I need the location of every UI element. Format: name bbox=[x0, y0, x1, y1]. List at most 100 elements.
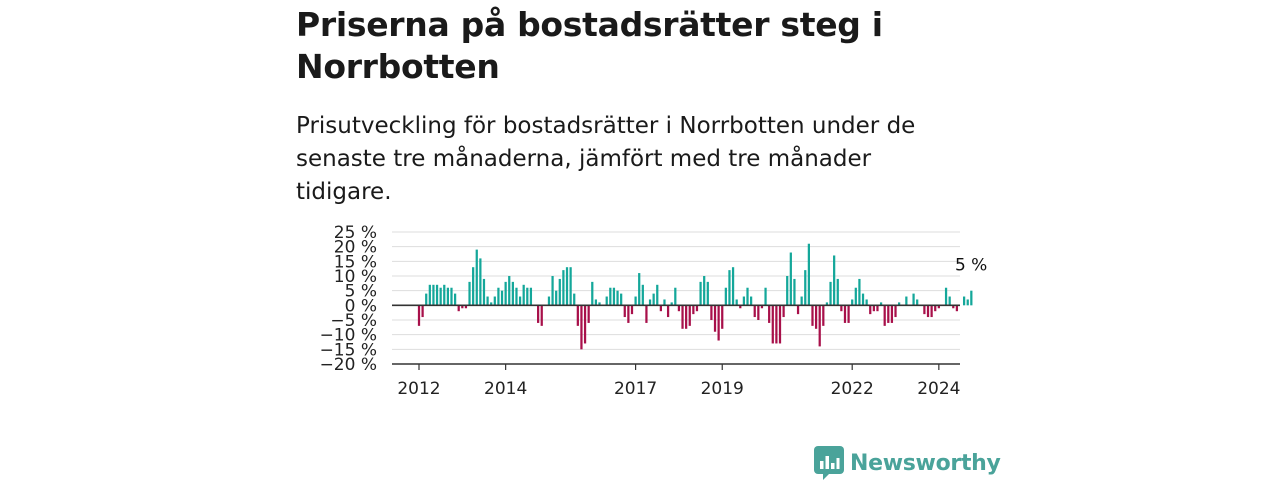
bar bbox=[825, 302, 829, 306]
bar bbox=[417, 305, 421, 326]
bar bbox=[912, 293, 915, 306]
bar bbox=[760, 305, 764, 309]
bar bbox=[605, 296, 608, 306]
bar bbox=[847, 305, 850, 323]
bar bbox=[865, 299, 868, 306]
bar bbox=[944, 287, 948, 306]
bar bbox=[739, 305, 742, 309]
bar bbox=[890, 305, 894, 323]
y-tick-label: 5 % bbox=[345, 282, 377, 302]
y-tick-label: −5 % bbox=[330, 311, 377, 331]
bar bbox=[443, 284, 446, 306]
bar bbox=[609, 287, 612, 306]
bar bbox=[894, 305, 897, 318]
bar bbox=[620, 293, 623, 306]
bar bbox=[695, 305, 699, 312]
y-tick-label: 15 % bbox=[334, 252, 377, 272]
bar bbox=[876, 305, 879, 312]
bar bbox=[594, 299, 598, 306]
bar bbox=[453, 293, 457, 306]
bar bbox=[461, 305, 464, 309]
bar bbox=[472, 267, 475, 306]
bar bbox=[793, 278, 796, 306]
bar bbox=[558, 278, 561, 306]
x-tick-label: 2019 bbox=[701, 379, 744, 399]
bar bbox=[576, 305, 579, 326]
bar bbox=[518, 296, 522, 306]
bar bbox=[562, 270, 565, 306]
bar bbox=[811, 305, 814, 326]
bar bbox=[612, 287, 616, 306]
chart-title: Priserna på bostadsrätter steg i Norrbot… bbox=[296, 5, 883, 86]
bar bbox=[775, 305, 778, 344]
bar bbox=[598, 302, 601, 306]
bar bbox=[872, 305, 875, 312]
bar bbox=[450, 287, 453, 306]
bar bbox=[750, 296, 753, 306]
bar bbox=[879, 302, 883, 306]
bar bbox=[464, 305, 468, 309]
bar bbox=[804, 270, 807, 306]
newsworthy-logo-text: Newsworthy bbox=[850, 450, 1001, 476]
bar bbox=[573, 293, 576, 306]
bar bbox=[735, 299, 738, 306]
bar bbox=[768, 305, 771, 323]
bar bbox=[746, 287, 749, 306]
bar bbox=[851, 299, 854, 306]
bar bbox=[771, 305, 774, 344]
bar bbox=[551, 276, 554, 306]
y-tick-label: 25 % bbox=[334, 223, 377, 243]
y-tick-label: −15 % bbox=[320, 340, 377, 360]
newsworthy-logo-icon bbox=[814, 446, 844, 480]
bar bbox=[764, 287, 767, 306]
bar bbox=[627, 305, 630, 323]
bar bbox=[508, 276, 511, 306]
bar bbox=[591, 281, 594, 306]
bar bbox=[724, 287, 727, 306]
bar bbox=[630, 305, 634, 315]
bar bbox=[952, 305, 955, 309]
bar bbox=[829, 281, 832, 306]
y-tick-label: 20 % bbox=[334, 238, 377, 258]
bar bbox=[681, 305, 684, 329]
bar bbox=[587, 305, 590, 323]
bar bbox=[425, 293, 428, 306]
bar bbox=[818, 305, 821, 347]
bar bbox=[497, 287, 500, 306]
bar bbox=[796, 305, 800, 315]
bar bbox=[674, 287, 677, 306]
bar bbox=[710, 305, 713, 320]
bar bbox=[699, 281, 702, 306]
bar bbox=[843, 305, 847, 323]
bar bbox=[432, 284, 435, 306]
bar bbox=[898, 302, 901, 306]
bar bbox=[652, 293, 655, 306]
bar bbox=[692, 305, 695, 315]
bar bbox=[490, 302, 493, 306]
bar bbox=[482, 278, 486, 306]
bar bbox=[634, 296, 637, 306]
bar bbox=[685, 305, 688, 329]
bar bbox=[659, 305, 662, 312]
bar bbox=[656, 284, 659, 306]
x-tick-label: 2012 bbox=[397, 379, 440, 399]
bar bbox=[807, 243, 810, 306]
bar bbox=[623, 305, 626, 318]
bar bbox=[937, 305, 940, 309]
bar bbox=[569, 267, 572, 306]
bar bbox=[916, 299, 919, 306]
bar bbox=[565, 267, 569, 306]
bar bbox=[721, 305, 724, 329]
bar bbox=[883, 305, 886, 326]
bar bbox=[962, 296, 966, 306]
bar bbox=[930, 305, 933, 318]
bar bbox=[926, 305, 930, 318]
bar bbox=[742, 296, 746, 306]
bar bbox=[468, 281, 471, 306]
bar bbox=[905, 296, 908, 306]
bar bbox=[955, 305, 959, 312]
bar bbox=[641, 284, 644, 306]
bar bbox=[757, 305, 760, 320]
bar bbox=[861, 293, 865, 306]
bar bbox=[648, 299, 652, 306]
